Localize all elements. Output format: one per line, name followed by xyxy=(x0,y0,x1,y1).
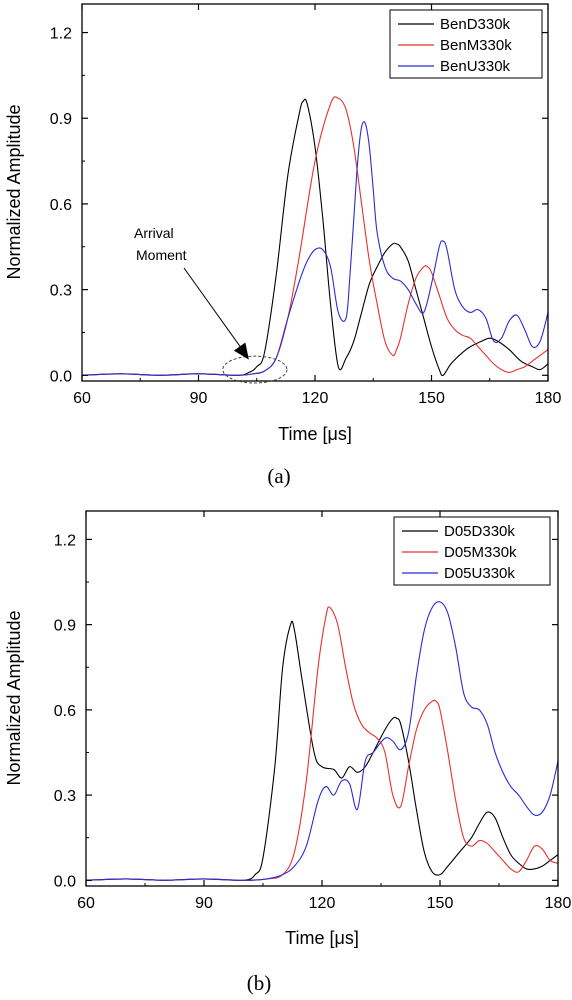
arrival-moment-annotation: Arrival Moment xyxy=(134,225,288,384)
x-tick-label: 120 xyxy=(302,390,329,407)
panel-label-a: (a) xyxy=(267,464,290,488)
annotation-line-1: Arrival xyxy=(134,225,174,241)
series-line-D05D330k xyxy=(86,620,558,882)
y-tick-label: 0.6 xyxy=(54,703,76,720)
y-tick-label: 1.2 xyxy=(50,26,72,43)
x-tick-label: 60 xyxy=(73,390,91,407)
legend-label: D05M330k xyxy=(444,544,517,561)
series-line-D05U330k xyxy=(86,601,558,881)
series-line-BenD330k xyxy=(82,98,548,377)
x-tick-label: 150 xyxy=(418,390,445,407)
legend-label: D05D330k xyxy=(444,523,515,540)
x-tick-label: 150 xyxy=(427,895,454,912)
arrival-ellipse xyxy=(222,355,288,384)
legend-label: D05U330k xyxy=(444,565,515,582)
chart-panel-a: 60 90 120 150 180 0.0 0.3 0.6 0.9 1.2 Time [μs] N… xyxy=(4,3,562,488)
series-line-D05M330k xyxy=(86,606,558,881)
legend-label: BenU330k xyxy=(440,58,511,75)
legend-label: BenM330k xyxy=(440,37,512,54)
x-tick-label: 90 xyxy=(195,895,213,912)
y-tick-label: 1.2 xyxy=(54,532,76,549)
series-line-BenU330k xyxy=(82,121,548,376)
x-axis-label: Time [μs] xyxy=(278,424,352,444)
legend-label: BenD330k xyxy=(440,16,511,33)
x-tick-label: 90 xyxy=(190,390,208,407)
arrow-shaft xyxy=(183,267,242,348)
y-axis-label: Normalized Amplitude xyxy=(4,104,24,279)
legend: BenD330k BenM330k BenU330k xyxy=(389,9,543,79)
y-tick-label: 0.6 xyxy=(50,197,72,214)
legend: D05D330k D05M330k D05U330k xyxy=(393,516,551,586)
y-axis-label: Normalized Amplitude xyxy=(4,610,24,785)
x-tick-label: 180 xyxy=(535,390,562,407)
legend-box xyxy=(389,9,543,79)
y-tick-label: 0.9 xyxy=(50,111,72,128)
y-tick-label: 0.0 xyxy=(50,368,72,385)
x-axis-label: Time [μs] xyxy=(285,928,359,948)
y-tick-label: 0.9 xyxy=(54,618,76,635)
arrow-head xyxy=(233,342,249,360)
y-tick-label: 0.3 xyxy=(50,283,72,300)
x-tick-label: 180 xyxy=(545,895,572,912)
annotation-line-2: Moment xyxy=(136,247,187,263)
chart-panel-b: 60 90 120 150 180 0.0 0.3 0.6 0.9 1.2 Time [μs] N… xyxy=(4,510,572,995)
x-tick-label: 60 xyxy=(77,895,95,912)
panel-label-b: (b) xyxy=(247,971,272,995)
y-tick-label: 0.0 xyxy=(54,873,76,890)
x-tick-label: 120 xyxy=(309,895,336,912)
y-tick-label: 0.3 xyxy=(54,788,76,805)
legend-box xyxy=(393,516,551,586)
